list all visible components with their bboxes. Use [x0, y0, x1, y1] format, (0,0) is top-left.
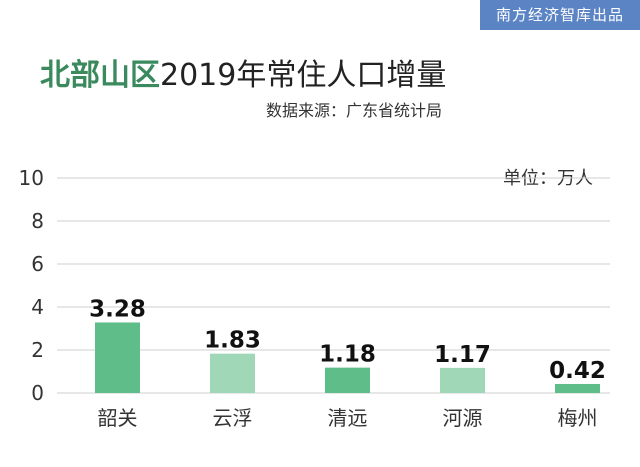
- x-category-label: 清远: [328, 406, 368, 430]
- y-tick-label: 10: [19, 166, 44, 190]
- y-tick-label: 4: [31, 295, 44, 319]
- y-tick-label: 6: [31, 252, 44, 276]
- x-category-label: 韶关: [98, 406, 138, 430]
- brand-tag: 南方经济智库出品: [480, 0, 640, 30]
- bar: [325, 367, 370, 393]
- x-category-label: 云浮: [213, 406, 253, 430]
- data-source: 数据来源：广东省统计局: [265, 101, 442, 120]
- x-category-label: 梅州: [558, 406, 598, 430]
- title-rest: 2019年常住人口增量: [160, 58, 447, 93]
- chart-title: 北部山区2019年常住人口增量: [40, 50, 446, 94]
- bar: [555, 383, 600, 393]
- bar: [95, 322, 140, 393]
- value-label: 1.18: [319, 342, 376, 368]
- value-label: 0.42: [549, 358, 606, 384]
- title-highlight: 北部山区: [40, 58, 160, 93]
- y-tick-label: 0: [31, 381, 44, 405]
- bar: [440, 367, 485, 393]
- bar: [210, 353, 255, 393]
- value-label: 3.28: [89, 296, 146, 322]
- x-category-label: 河源: [443, 406, 483, 430]
- y-tick-label: 2: [31, 338, 44, 362]
- value-label: 1.17: [434, 342, 491, 368]
- y-tick-label: 8: [31, 209, 44, 233]
- value-label: 1.83: [204, 328, 261, 354]
